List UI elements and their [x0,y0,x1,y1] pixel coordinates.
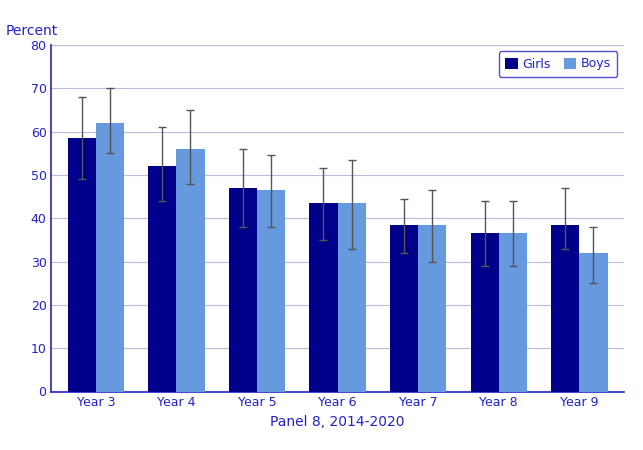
Bar [390,225,418,392]
X-axis label: Panel 8, 2014-2020: Panel 8, 2014-2020 [270,415,405,429]
Bar [257,190,285,392]
Bar [551,225,579,392]
Bar [229,188,257,392]
Bar [96,123,124,392]
Bar [176,149,204,392]
Bar [338,203,366,392]
Legend: Girls, Boys: Girls, Boys [499,51,617,77]
Bar [499,234,527,392]
Bar [68,138,96,392]
Bar [579,253,608,392]
Bar [418,225,446,392]
Text: Percent: Percent [6,24,58,38]
Bar [309,203,338,392]
Bar [471,234,499,392]
Bar [148,166,176,392]
